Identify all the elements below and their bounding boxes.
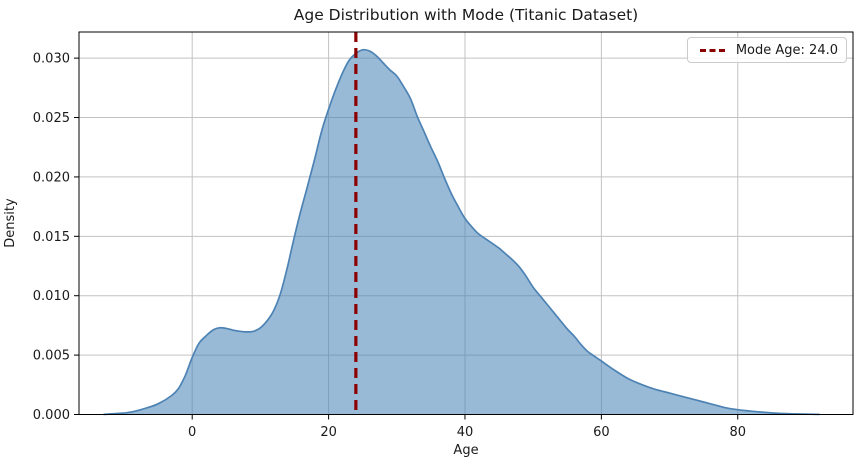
legend: Mode Age: 24.0 <box>687 37 847 63</box>
x-tick-label: 60 <box>593 425 610 440</box>
x-axis-label: Age <box>453 443 478 458</box>
kde-area <box>103 49 820 415</box>
y-tick-label: 0.025 <box>33 111 70 126</box>
axes-frame <box>78 31 854 415</box>
y-tick-label: 0.015 <box>33 230 70 245</box>
axis-ticks: 0 20 40 60 80 0.000 0.005 0.010 0.015 0.020 0.025 0… <box>33 52 746 440</box>
x-tick-label: 80 <box>729 425 746 440</box>
y-tick-label: 0.010 <box>33 289 70 304</box>
plot-frame <box>78 31 854 415</box>
y-tick-label: 0.030 <box>33 52 70 67</box>
x-tick-label: 20 <box>320 425 337 440</box>
y-axis-label: Density <box>3 198 18 248</box>
y-tick-label: 0.020 <box>33 170 70 185</box>
x-tick-label: 0 <box>188 425 196 440</box>
kde-curve <box>103 48 820 416</box>
x-tick-label: 40 <box>457 425 474 440</box>
chart-title: Age Distribution with Mode (Titanic Data… <box>294 6 638 24</box>
kde-series <box>103 48 820 416</box>
legend-label: Mode Age: 24.0 <box>735 42 838 58</box>
y-tick-label: 0.005 <box>33 349 70 364</box>
y-tick-label: 0.000 <box>33 408 70 423</box>
mode-line-legend-swatch <box>700 48 725 52</box>
